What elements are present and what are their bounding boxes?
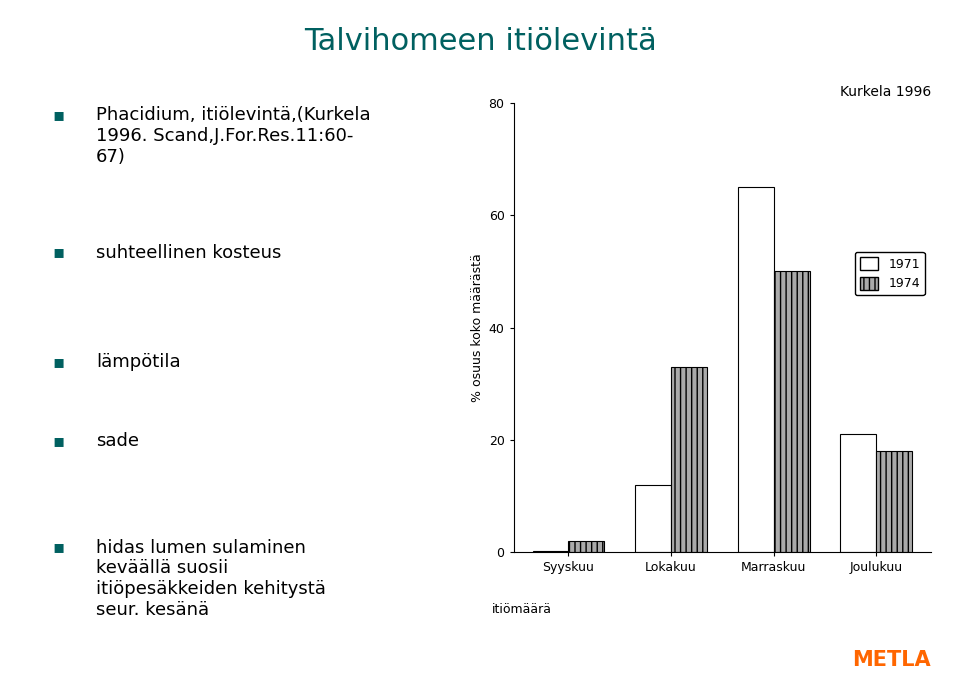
Text: ▪: ▪ (53, 353, 65, 371)
Text: ▪: ▪ (53, 539, 65, 556)
Bar (671, 367, 707, 552)
Text: Phacidium, itiölevintä,(Kurkela
1996. Scand,J.For.Res.11:60-
67): Phacidium, itiölevintä,(Kurkela 1996. Sc… (96, 106, 371, 166)
Text: ▪: ▪ (53, 244, 65, 261)
Text: lämpötila: lämpötila (96, 353, 180, 371)
Bar (738, 187, 774, 552)
Text: METLA: METLA (852, 650, 931, 670)
Text: hidas lumen sulaminen
keväällä suosii
itiöpesäkkeiden kehitystä
seur. kesänä: hidas lumen sulaminen keväällä suosii it… (96, 539, 325, 619)
Text: suhteellinen kosteus: suhteellinen kosteus (96, 244, 281, 261)
Text: 22.3.2010: 22.3.2010 (29, 653, 99, 667)
Bar (636, 485, 671, 552)
Bar (568, 541, 605, 552)
Text: ▪: ▪ (53, 106, 65, 124)
Bar (533, 551, 568, 552)
Legend: 1971, 1974: 1971, 1974 (854, 252, 924, 296)
Bar (840, 434, 876, 552)
Y-axis label: % osuus koko määrästä: % osuus koko määrästä (471, 253, 485, 402)
Bar (876, 451, 912, 552)
Text: Kurkela 1996: Kurkela 1996 (840, 85, 931, 99)
Text: itiömäärä: itiömäärä (492, 603, 552, 616)
Text: ▪: ▪ (53, 432, 65, 450)
Text: sade: sade (96, 432, 139, 450)
Text: Talvihomeen itiölevintä: Talvihomeen itiölevintä (303, 27, 657, 56)
Bar (774, 272, 809, 552)
Text: 13: 13 (471, 653, 489, 667)
